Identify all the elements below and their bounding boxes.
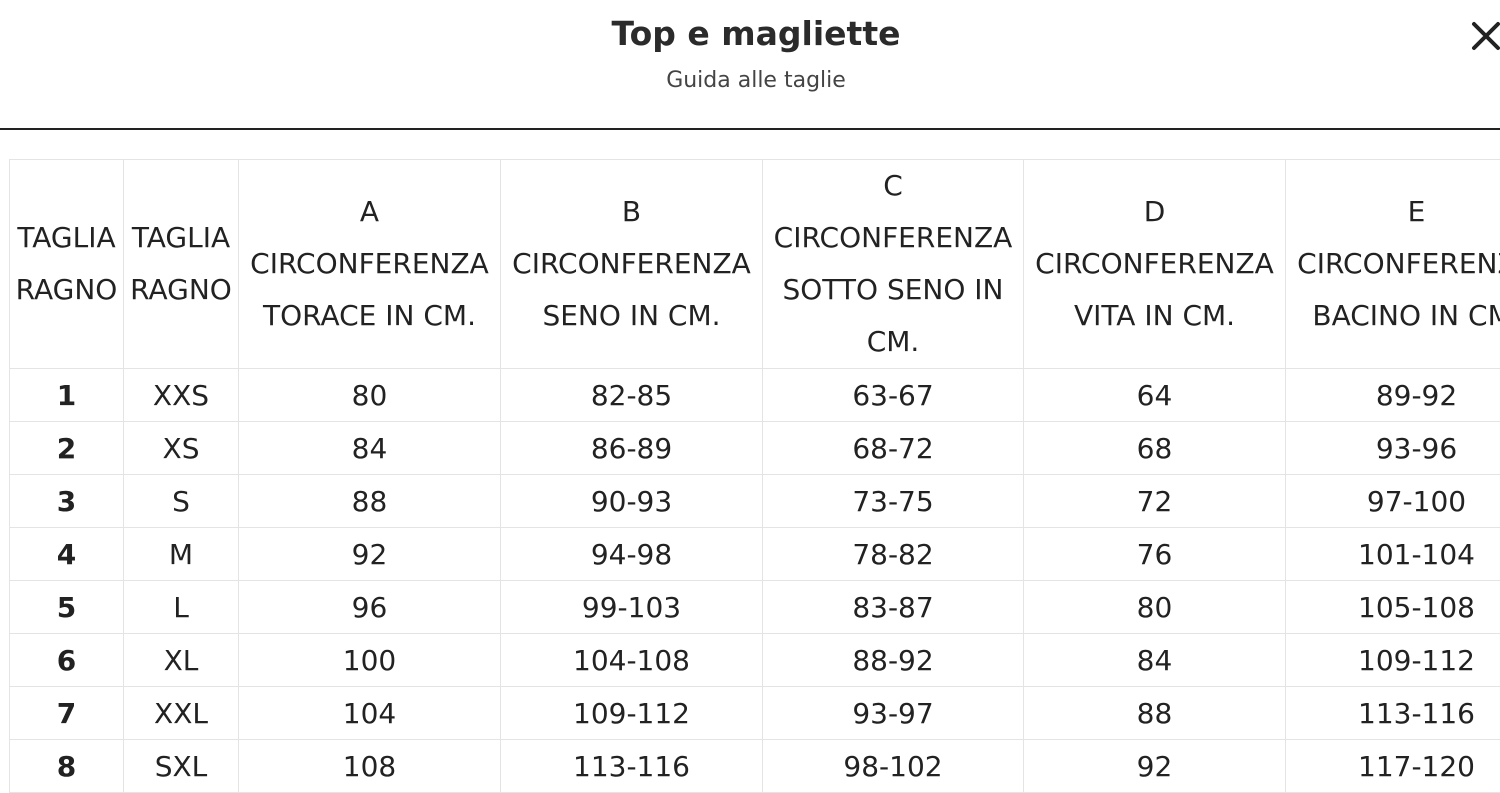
table-cell: 84: [1024, 634, 1286, 687]
column-letter: A: [239, 186, 500, 238]
table-cell: 72: [1024, 475, 1286, 528]
table-cell: 92: [1024, 740, 1286, 793]
table-cell: 117-120: [1286, 740, 1500, 793]
table-cell: XS: [124, 422, 239, 475]
table-cell: XXL: [124, 687, 239, 740]
table-cell: 90-93: [501, 475, 763, 528]
table-cell: 113-116: [1286, 687, 1500, 740]
table-cell: 86-89: [501, 422, 763, 475]
table-cell: 105-108: [1286, 581, 1500, 634]
table-cell: 93-97: [763, 687, 1024, 740]
table-cell: 104: [239, 687, 501, 740]
table-cell: 5: [10, 581, 124, 634]
table-cell: 83-87: [763, 581, 1024, 634]
table-cell: 7: [10, 687, 124, 740]
table-cell: 3: [10, 475, 124, 528]
column-label: CIRCONFERENZA SENO IN CM.: [501, 238, 762, 342]
table-cell: 68: [1024, 422, 1286, 475]
dialog-subtitle: Guida alle taglie: [0, 68, 1500, 93]
table-cell: 88-92: [763, 634, 1024, 687]
table-cell: XXS: [124, 369, 239, 422]
table-cell: 88: [239, 475, 501, 528]
table-cell: XL: [124, 634, 239, 687]
table-cell: 109-112: [501, 687, 763, 740]
column-label: CIRCONFERENZA BACINO IN CM.: [1286, 238, 1500, 342]
table-cell: 92: [239, 528, 501, 581]
table-cell: 96: [239, 581, 501, 634]
table-cell: 109-112: [1286, 634, 1500, 687]
table-cell: 76: [1024, 528, 1286, 581]
table-cell: S: [124, 475, 239, 528]
table-cell: 8: [10, 740, 124, 793]
table-cell: 80: [239, 369, 501, 422]
table-cell: 6: [10, 634, 124, 687]
column-label: TAGLIA RAGNO: [10, 212, 123, 316]
close-button[interactable]: [1468, 18, 1500, 54]
table-cell: 98-102: [763, 740, 1024, 793]
column-letter: C: [763, 160, 1023, 212]
dialog-title: Top e magliette: [0, 14, 1500, 53]
table-cell: 64: [1024, 369, 1286, 422]
column-header: ECIRCONFERENZA BACINO IN CM.: [1286, 160, 1500, 369]
column-header: TAGLIA RAGNO: [124, 160, 239, 369]
column-label: TAGLIA RAGNO: [124, 212, 238, 316]
table-cell: 108: [239, 740, 501, 793]
table-cell: 104-108: [501, 634, 763, 687]
column-label: CIRCONFERENZA TORACE IN CM.: [239, 238, 500, 342]
table-cell: SXL: [124, 740, 239, 793]
column-letter: B: [501, 186, 762, 238]
dialog-header: Top e magliette Guida alle taglie: [0, 0, 1500, 130]
column-letter: E: [1286, 186, 1500, 238]
table-cell: 100: [239, 634, 501, 687]
table-cell: 93-96: [1286, 422, 1500, 475]
table-cell: 78-82: [763, 528, 1024, 581]
table-cell: 84: [239, 422, 501, 475]
table-cell: 97-100: [1286, 475, 1500, 528]
table-cell: 1: [10, 369, 124, 422]
column-header: TAGLIA RAGNO: [10, 160, 124, 369]
table-cell: 99-103: [501, 581, 763, 634]
table-cell: 89-92: [1286, 369, 1500, 422]
table-cell: L: [124, 581, 239, 634]
table-cell: 68-72: [763, 422, 1024, 475]
table-cell: 80: [1024, 581, 1286, 634]
table-cell: 63-67: [763, 369, 1024, 422]
table-cell: 82-85: [501, 369, 763, 422]
column-label: CIRCONFERENZA SOTTO SENO IN CM.: [763, 212, 1023, 368]
table-cell: 94-98: [501, 528, 763, 581]
table-cell: 2: [10, 422, 124, 475]
table-cell: 88: [1024, 687, 1286, 740]
table-cell: 101-104: [1286, 528, 1500, 581]
table-cell: 73-75: [763, 475, 1024, 528]
column-label: CIRCONFERENZA VITA IN CM.: [1024, 238, 1285, 342]
table-cell: 4: [10, 528, 124, 581]
table-cell: M: [124, 528, 239, 581]
table-cell: 113-116: [501, 740, 763, 793]
column-letter: D: [1024, 186, 1285, 238]
